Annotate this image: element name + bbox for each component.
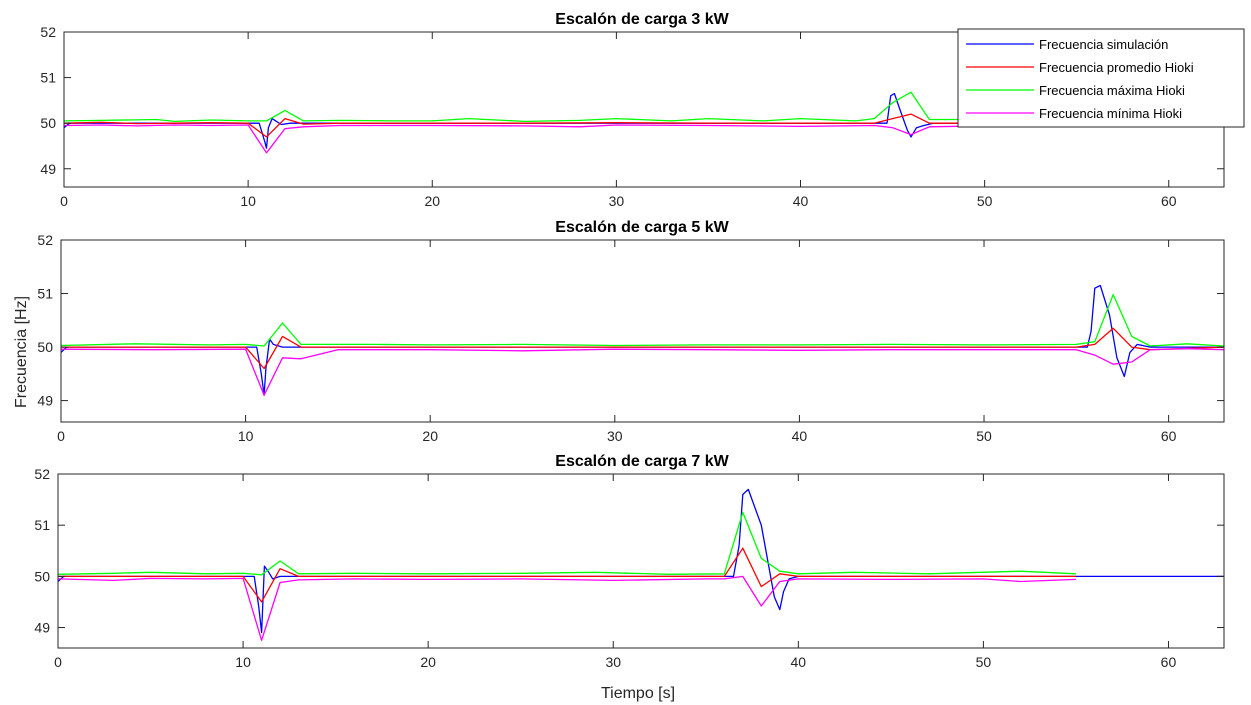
panel-title: Escalón de carga 7 kW — [555, 453, 729, 470]
x-tick-label: 0 — [54, 654, 62, 670]
y-tick-label: 52 — [40, 24, 56, 40]
legend-label-maxima: Frecuencia máxima Hioki — [1039, 83, 1185, 98]
x-tick-label: 60 — [1161, 428, 1177, 444]
legend-box — [957, 28, 1245, 128]
plot-area — [58, 474, 1224, 648]
x-tick-label: 30 — [607, 428, 623, 444]
series-line-minima — [58, 575, 1076, 641]
x-tick-label: 20 — [424, 193, 440, 209]
x-tick-label: 10 — [240, 193, 256, 209]
series-line-promedio — [64, 113, 1040, 138]
axes-box — [60, 239, 1225, 423]
panel-title: Escalón de carga 3 kW — [555, 11, 729, 28]
panel-title: Escalón de carga 5 kW — [555, 219, 729, 236]
y-tick-label: 52 — [34, 466, 50, 482]
x-tick-label: 60 — [1161, 193, 1177, 209]
x-tick-label: 20 — [422, 428, 438, 444]
x-axis-label: Tiempo [s] — [601, 685, 675, 702]
y-tick-label: 50 — [34, 568, 50, 584]
y-axis-label: Frecuencia [Hz] — [13, 296, 30, 408]
x-tick-label: 40 — [793, 193, 809, 209]
panel-5kw: Escalón de carga 5 kW 0 10 20 30 40 50 60 49 50 5… — [37, 219, 1225, 444]
y-tick-label: 49 — [40, 161, 56, 177]
legend-label-minima: Frecuencia mínima Hioki — [1039, 106, 1182, 121]
y-tick-label: 50 — [40, 115, 56, 131]
series-line-maxima — [61, 293, 1224, 347]
x-tick-label: 50 — [976, 654, 992, 670]
x-tick-label: 40 — [792, 428, 808, 444]
legend-label-promedio: Frecuencia promedio Hioki — [1039, 60, 1194, 75]
series-line-promedio — [61, 327, 1224, 370]
series-line-minima — [61, 348, 1224, 396]
legend: Frecuencia simulación Frecuencia promedi… — [957, 28, 1245, 128]
x-tick-label: 30 — [605, 654, 621, 670]
x-tick-label: 0 — [57, 428, 65, 444]
series-line-promedio — [58, 547, 1076, 603]
x-tick-label: 20 — [420, 654, 436, 670]
y-tick-label: 51 — [37, 286, 53, 302]
x-tick-label: 0 — [60, 193, 68, 209]
y-tick-label: 49 — [37, 393, 53, 409]
series-group — [58, 488, 1224, 641]
x-tick-label: 30 — [609, 193, 625, 209]
y-tick-label: 52 — [37, 232, 53, 248]
series-group — [64, 91, 1224, 154]
series-group — [61, 284, 1224, 396]
x-tick-label: 50 — [977, 193, 993, 209]
x-tick-label: 10 — [235, 654, 251, 670]
x-tick-label: 40 — [791, 654, 807, 670]
series-line-maxima — [58, 511, 1076, 576]
y-tick-label: 50 — [37, 339, 53, 355]
y-tick-label: 49 — [34, 620, 50, 636]
x-tick-label: 60 — [1161, 654, 1177, 670]
x-tick-label: 10 — [238, 428, 254, 444]
series-line-maxima — [64, 91, 1040, 123]
legend-label-simulacion: Frecuencia simulación — [1039, 37, 1168, 52]
series-line-minima — [64, 124, 1040, 154]
axes-box — [57, 473, 1225, 649]
y-tick-label: 51 — [40, 70, 56, 86]
panel-7kw: Escalón de carga 7 kW 0 10 20 30 40 50 60 49 50 5… — [34, 453, 1225, 670]
x-tick-label: 50 — [976, 428, 992, 444]
plot-area — [61, 240, 1224, 422]
y-tick-label: 51 — [34, 517, 50, 533]
